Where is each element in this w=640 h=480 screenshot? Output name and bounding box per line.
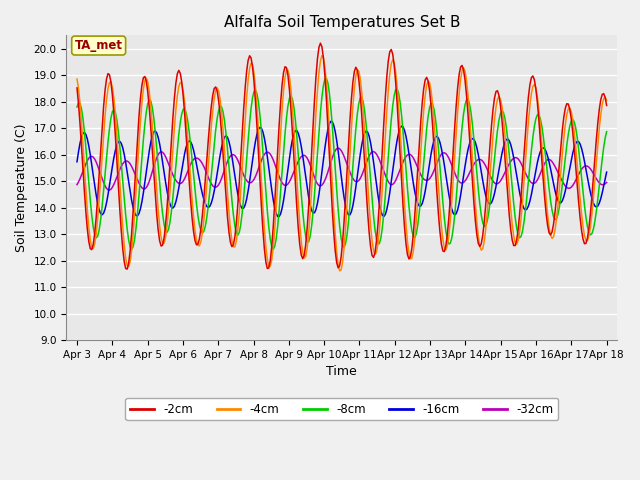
Y-axis label: Soil Temperature (C): Soil Temperature (C) (15, 123, 28, 252)
X-axis label: Time: Time (326, 365, 357, 379)
Legend: -2cm, -4cm, -8cm, -16cm, -32cm: -2cm, -4cm, -8cm, -16cm, -32cm (125, 398, 558, 420)
Title: Alfalfa Soil Temperatures Set B: Alfalfa Soil Temperatures Set B (223, 15, 460, 30)
Text: TA_met: TA_met (75, 39, 123, 52)
